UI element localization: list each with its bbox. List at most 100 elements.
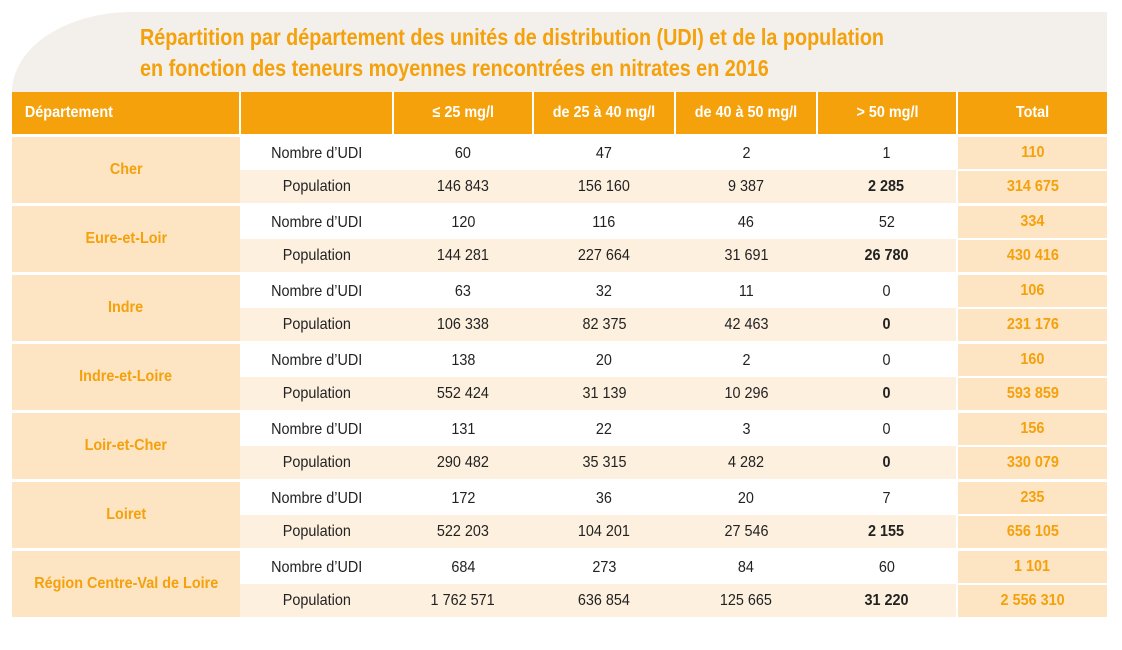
udi-total-cell: 156	[956, 410, 1107, 446]
table-row: Région Centre-Val de Loire Nombre d’UDI 68…	[12, 548, 1107, 617]
udi-cell: 20	[533, 341, 675, 377]
population-cell: 31 139	[533, 377, 675, 412]
udi-total-cell: 1 101	[956, 548, 1107, 584]
udi-cell: 3	[675, 410, 817, 446]
department-name: Cher	[12, 134, 240, 205]
table-row: Population 144 281 227 664 31 691 26 780 430 …	[12, 238, 1107, 274]
population-cell: 104 201	[533, 515, 675, 550]
udi-cell: 2	[675, 341, 817, 377]
udi-cell: 116	[533, 203, 675, 239]
population-cell: 146 843	[393, 170, 533, 205]
udi-cell: 84	[675, 548, 817, 584]
population-total-cell: 2 556 310	[956, 583, 1107, 617]
udi-cell: 172	[393, 479, 533, 515]
row-label-population: Population	[240, 515, 393, 550]
population-cell: 125 665	[675, 584, 817, 617]
table-row: Loir-et-Cher Nombre d’UDI 131 22 3 0 156	[12, 410, 1107, 481]
udi-cell: 11	[675, 272, 817, 308]
population-cell: 106 338	[393, 308, 533, 343]
population-cell: 144 281	[393, 239, 533, 274]
header-gt-50: > 50 mg/l	[817, 92, 958, 136]
title-line-1: Répartition par département des unités d…	[140, 24, 885, 50]
udi-total-cell: 110	[956, 134, 1107, 170]
udi-total-cell: 106	[956, 272, 1107, 308]
udi-cell: 20	[675, 479, 817, 515]
table-row: Indre-et-Loire Nombre d’UDI 138 20 2 0 160	[12, 341, 1107, 412]
header-total: Total	[957, 92, 1107, 136]
table-row: Population 146 843 156 160 9 387 2 285 314 67…	[12, 169, 1107, 205]
table-row: Population 522 203 104 201 27 546 2 155 656 1…	[12, 514, 1107, 550]
population-cell: 4 282	[675, 446, 817, 481]
population-total-cell: 656 105	[956, 514, 1107, 550]
population-cell: 31 691	[675, 239, 817, 274]
population-cell: 42 463	[675, 308, 817, 343]
udi-cell: 52	[817, 203, 957, 239]
population-cell: 522 203	[393, 515, 533, 550]
udi-cell: 0	[817, 410, 957, 446]
udi-cell: 46	[675, 203, 817, 239]
population-cell: 290 482	[393, 446, 533, 481]
title-line-2: en fonction des teneurs moyennes rencont…	[140, 55, 769, 81]
population-cell: 0	[817, 308, 957, 343]
row-label-population: Population	[240, 377, 393, 412]
population-cell: 35 315	[533, 446, 675, 481]
udi-cell: 1	[817, 134, 957, 170]
udi-cell: 47	[533, 134, 675, 170]
udi-cell: 120	[393, 203, 533, 239]
population-cell: 2 285	[817, 170, 957, 205]
table-row: Population 106 338 82 375 42 463 0 231 176	[12, 307, 1107, 343]
department-name: Indre-et-Loire	[12, 341, 240, 412]
row-label-population: Population	[240, 308, 393, 343]
table-row: Cher Nombre d’UDI 60 47 2 1 110	[12, 134, 1107, 205]
department-name: Région Centre-Val de Loire	[12, 548, 240, 617]
row-label-population: Population	[240, 584, 393, 617]
udi-cell: 273	[533, 548, 675, 584]
department-name: Loiret	[12, 479, 240, 550]
table-row: Population 290 482 35 315 4 282 0 330 079	[12, 445, 1107, 481]
row-label-udi: Nombre d’UDI	[240, 410, 393, 446]
row-label-udi: Nombre d’UDI	[240, 548, 393, 584]
header-25-40: de 25 à 40 mg/l	[533, 92, 676, 136]
population-cell: 26 780	[817, 239, 957, 274]
population-cell: 0	[817, 446, 957, 481]
header-blank	[240, 92, 394, 136]
population-total-cell: 593 859	[956, 376, 1107, 412]
udi-total-cell: 235	[956, 479, 1107, 515]
table-row: Loiret Nombre d’UDI 172 36 20 7 235	[12, 479, 1107, 550]
row-label-udi: Nombre d’UDI	[240, 341, 393, 377]
udi-cell: 36	[533, 479, 675, 515]
population-total-cell: 314 675	[956, 169, 1107, 205]
table-body: Cher Nombre d’UDI 60 47 2 1 110 Population 146 8…	[12, 134, 1107, 617]
population-cell: 552 424	[393, 377, 533, 412]
population-cell: 82 375	[533, 308, 675, 343]
row-label-population: Population	[240, 170, 393, 205]
population-total-cell: 231 176	[956, 307, 1107, 343]
header-40-50: de 40 à 50 mg/l	[675, 92, 818, 136]
department-name: Eure-et-Loir	[12, 203, 240, 274]
population-cell: 2 155	[817, 515, 957, 550]
udi-cell: 60	[817, 548, 957, 584]
udi-cell: 32	[533, 272, 675, 308]
population-total-cell: 430 416	[956, 238, 1107, 274]
table-row: Indre Nombre d’UDI 63 32 11 0 106	[12, 272, 1107, 343]
udi-cell: 2	[675, 134, 817, 170]
udi-cell: 0	[817, 272, 957, 308]
population-total-cell: 330 079	[956, 445, 1107, 481]
population-cell: 0	[817, 377, 957, 412]
title-banner	[12, 12, 1107, 92]
nitrates-table: Département ≤ 25 mg/l de 25 à 40 mg/l de…	[12, 92, 1107, 617]
udi-cell: 131	[393, 410, 533, 446]
row-label-udi: Nombre d’UDI	[240, 479, 393, 515]
department-name: Loir-et-Cher	[12, 410, 240, 481]
row-label-udi: Nombre d’UDI	[240, 272, 393, 308]
row-label-udi: Nombre d’UDI	[240, 203, 393, 239]
table-row: Population 1 762 571 636 854 125 665 31 220 2…	[12, 583, 1107, 617]
table-row: Eure-et-Loir Nombre d’UDI 120 116 46 52 334	[12, 203, 1107, 274]
header-row: Département ≤ 25 mg/l de 25 à 40 mg/l de…	[12, 92, 1107, 136]
population-cell: 27 546	[675, 515, 817, 550]
udi-total-cell: 160	[956, 341, 1107, 377]
population-cell: 10 296	[675, 377, 817, 412]
population-cell: 1 762 571	[393, 584, 533, 617]
udi-cell: 22	[533, 410, 675, 446]
udi-cell: 684	[393, 548, 533, 584]
